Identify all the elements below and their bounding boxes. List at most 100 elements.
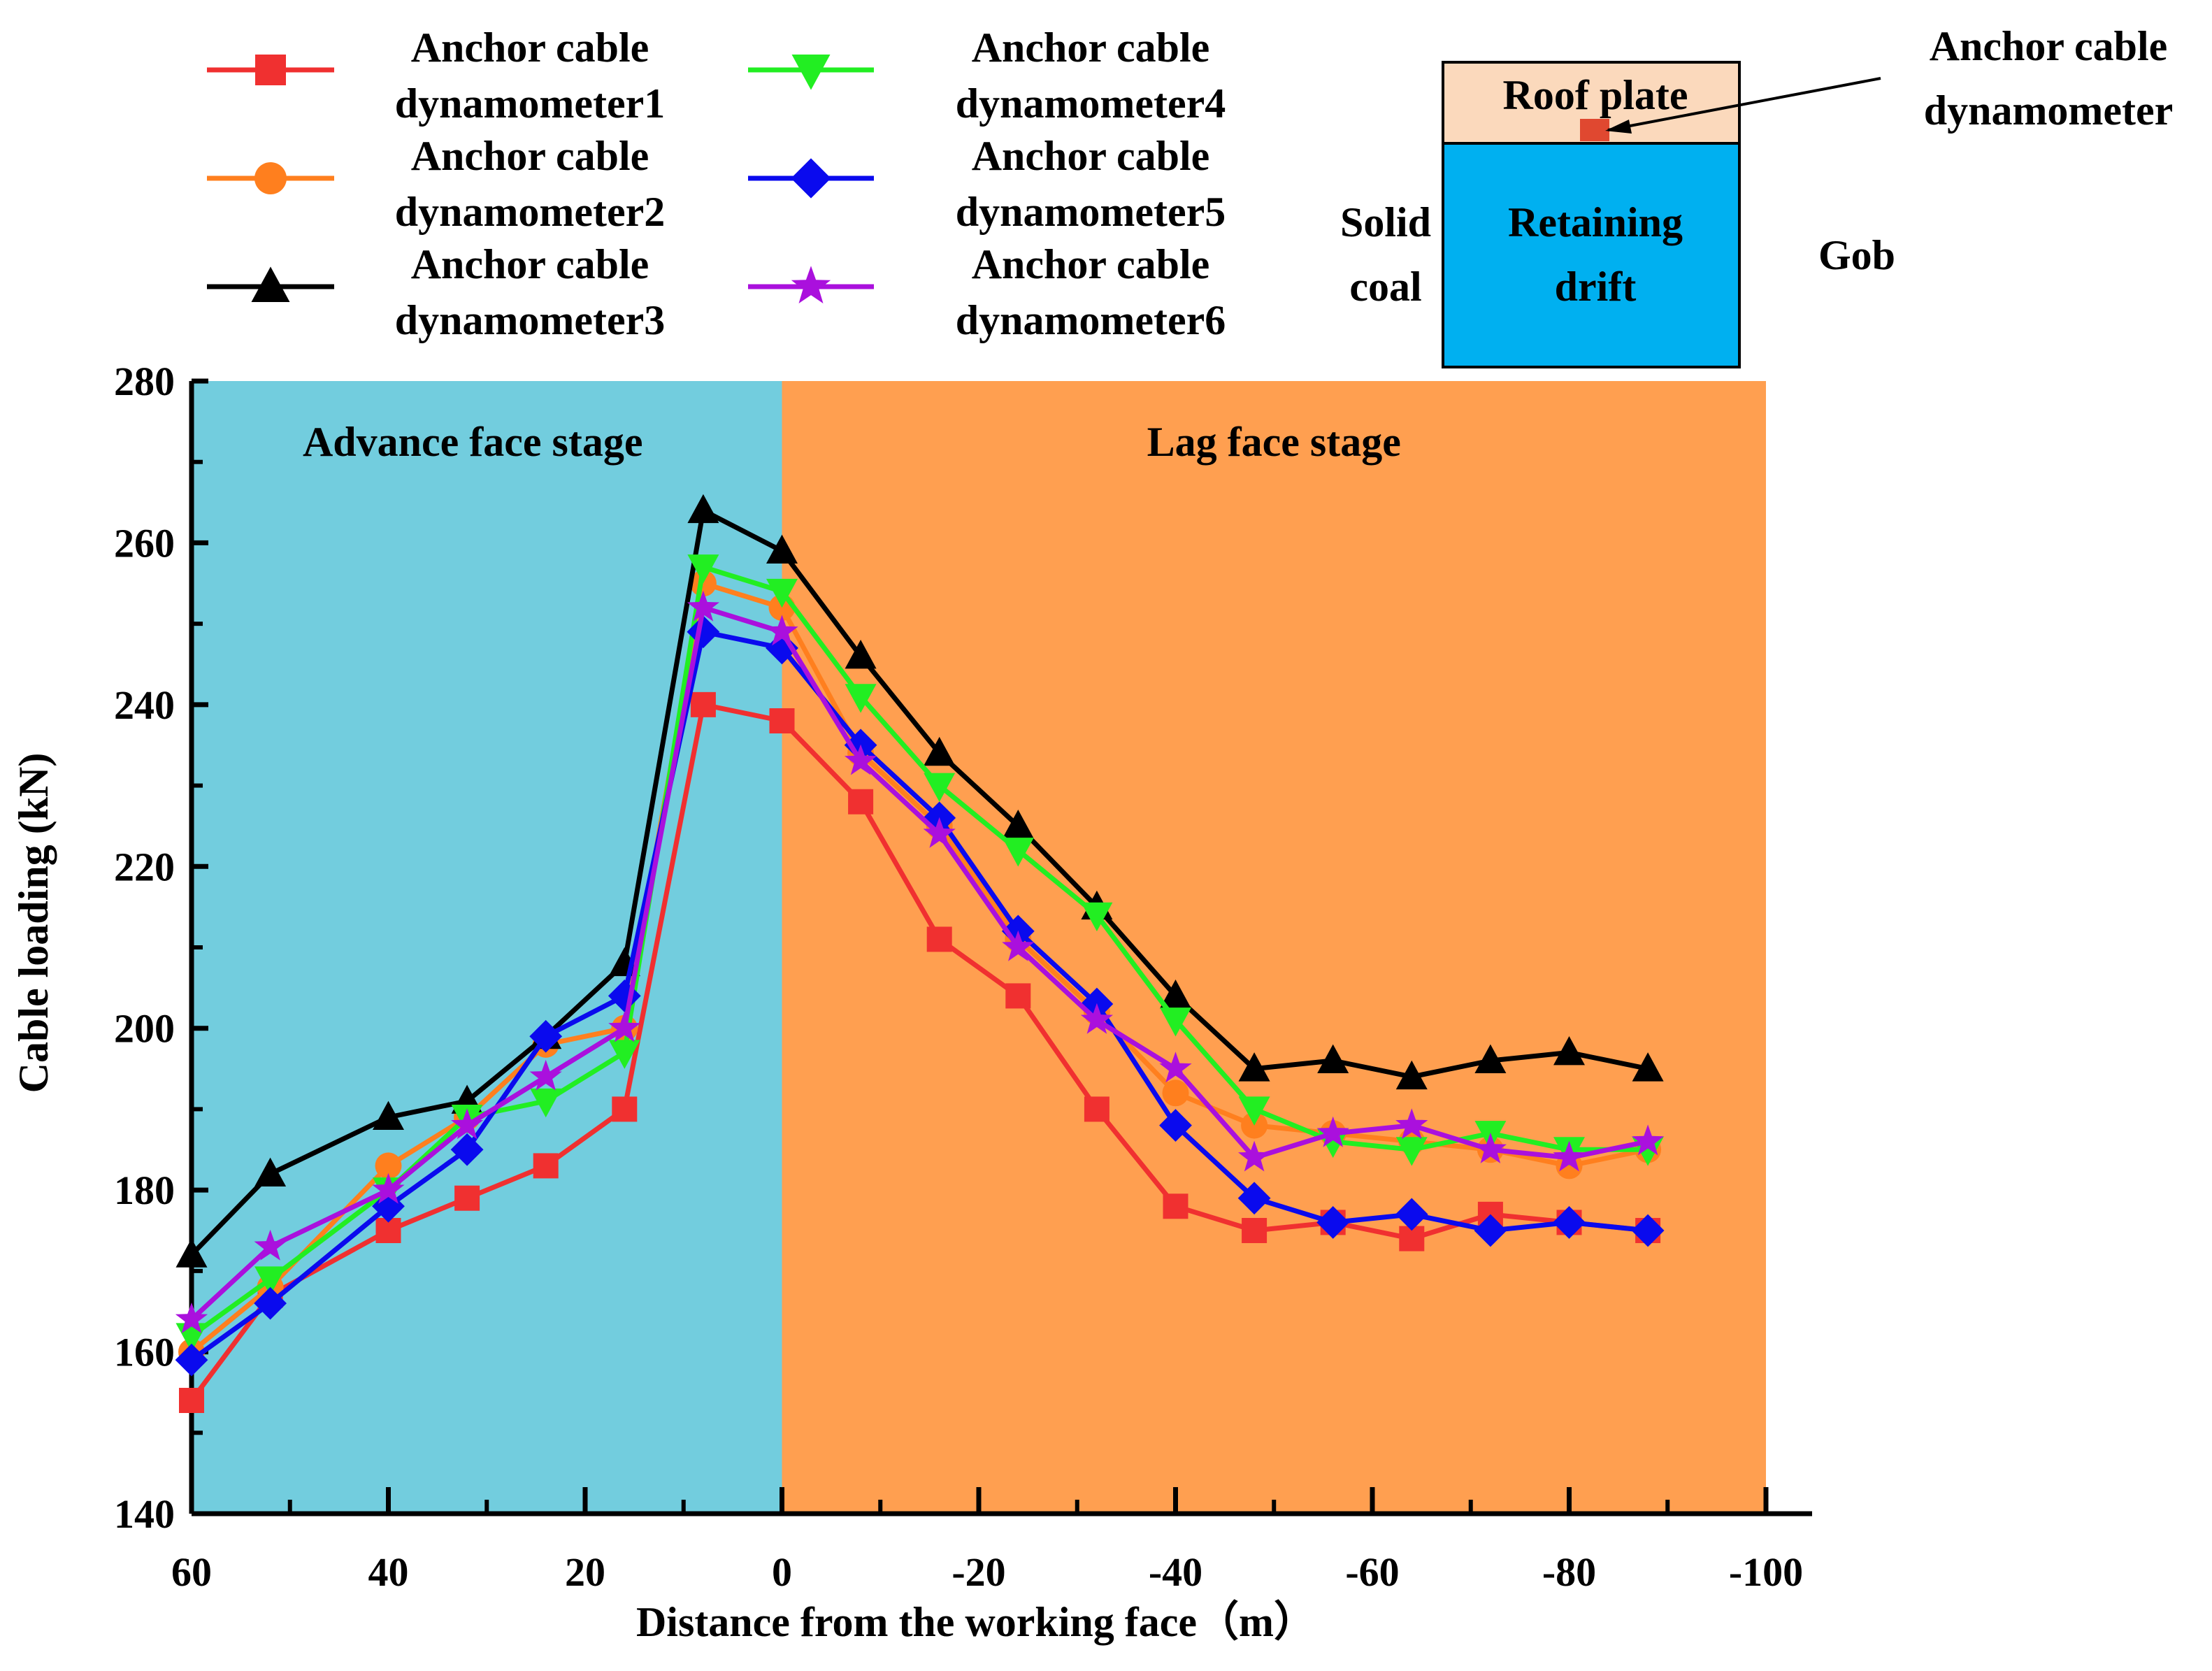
data-point [1002, 838, 1034, 867]
data-point [1553, 1036, 1585, 1066]
data-point [529, 1059, 562, 1091]
series-layer [175, 494, 1665, 1413]
data-point [1553, 1140, 1586, 1172]
data-point [175, 1343, 208, 1377]
data-point [450, 1133, 484, 1166]
legend-label-line1: Anchor cable [972, 24, 1210, 71]
data-point [766, 615, 798, 646]
legend-item: Anchor cable dynamometer4 [748, 24, 1226, 127]
legend-label-line1: Anchor cable [411, 241, 649, 287]
legend-item: Anchor cable dynamometer2 [207, 133, 665, 235]
x-tick-label: 0 [772, 1549, 792, 1595]
y-tick-label: 280 [114, 359, 175, 404]
data-point [845, 640, 877, 669]
legend-label-line2: dynamometer4 [956, 80, 1226, 127]
legend-swatch-marker [791, 55, 831, 90]
legend-label-line1: Anchor cable [411, 24, 649, 71]
data-point [1631, 1214, 1665, 1247]
y-axis-title: Cable loading (kN) [10, 753, 57, 1093]
data-point [1317, 1044, 1349, 1073]
data-point [1081, 902, 1113, 932]
data-point [451, 1108, 484, 1140]
advance-stage-label: Advance face stage [303, 419, 643, 465]
y-tick-label: 260 [114, 520, 175, 566]
y-tick-label: 180 [114, 1168, 175, 1213]
data-point [1159, 1052, 1192, 1083]
data-point [175, 1238, 208, 1268]
dynamometer-pointer-line [1607, 77, 1881, 131]
data-point [769, 708, 795, 733]
data-point [1160, 1007, 1191, 1037]
data-point [372, 1172, 405, 1204]
data-point [612, 1096, 638, 1122]
legend-label-line2: dynamometer1 [395, 80, 666, 127]
gob-label: Gob [1818, 232, 1895, 278]
data-point [254, 1286, 287, 1320]
data-point [766, 578, 798, 608]
legend-label-line2: dynamometer6 [956, 297, 1226, 343]
data-point [454, 1185, 480, 1211]
legend-swatch-marker [255, 55, 286, 85]
series-dynamometer6 [175, 590, 1665, 1333]
data-point [845, 744, 877, 775]
data-point [1163, 1193, 1188, 1219]
data-point [848, 789, 874, 815]
data-point [1395, 1137, 1428, 1166]
data-point [1632, 1124, 1665, 1156]
data-point [1162, 1080, 1189, 1107]
y-tick-label: 200 [114, 1006, 175, 1052]
data-point [1395, 1060, 1428, 1090]
axis-ticks: 60 40 20 0 -20 -40 -60 -80 -10014016018020022024… [114, 359, 1803, 1595]
data-point [1002, 930, 1035, 961]
data-point [254, 1229, 287, 1261]
data-point [924, 736, 956, 766]
data-point [1238, 1140, 1271, 1172]
solid-coal-label-line2: coal [1349, 264, 1421, 310]
data-point [690, 691, 716, 717]
y-tick-label: 160 [114, 1330, 175, 1375]
legend-label-line1: Anchor cable [411, 133, 649, 179]
x-tick-label: 20 [565, 1549, 605, 1595]
x-tick-label: 60 [171, 1549, 212, 1595]
data-point [175, 1303, 208, 1333]
legend: Anchor cable dynamometer1 Anchor cable dyna… [207, 24, 1226, 343]
retaining-label-line1: Retaining [1508, 199, 1683, 245]
data-point [1632, 1052, 1664, 1082]
data-point [923, 817, 956, 848]
series-dynamometer3 [175, 494, 1664, 1268]
x-tick-label: -60 [1345, 1549, 1399, 1595]
x-tick-label: -40 [1149, 1549, 1202, 1595]
legend-label-line2: dynamometer3 [395, 297, 666, 343]
dynamometer-pointer-arrowhead [1605, 120, 1632, 134]
y-tick-label: 220 [114, 844, 175, 889]
data-point [1474, 1133, 1507, 1163]
data-point [372, 1189, 405, 1223]
data-point [1238, 1096, 1270, 1126]
legend-label-line2: dynamometer2 [395, 189, 666, 235]
data-point [845, 684, 877, 713]
legend-item: Anchor cable dynamometer1 [207, 24, 665, 127]
legend-label-line1: Anchor cable [972, 133, 1210, 179]
data-point [1002, 810, 1034, 839]
x-tick-label: -80 [1542, 1549, 1596, 1595]
legend-item: Anchor cable dynamometer3 [207, 241, 665, 343]
retaining-drift-block [1442, 142, 1741, 368]
legend-item: Anchor cable dynamometer6 [748, 241, 1226, 343]
advance-stage-background [192, 381, 782, 1514]
legend-swatch-marker [791, 266, 831, 303]
data-point [924, 773, 956, 802]
data-point [1237, 1182, 1271, 1215]
data-point [254, 1157, 287, 1186]
x-axis-title: Distance from the working face（m） [636, 1598, 1316, 1645]
data-point [1084, 1096, 1109, 1122]
data-point [687, 554, 719, 584]
legend-swatch-marker [254, 162, 287, 194]
data-point [373, 1100, 404, 1130]
data-point [608, 980, 641, 1012]
data-point [1238, 1052, 1270, 1082]
data-point [1474, 1044, 1507, 1073]
lag-stage-label: Lag face stage [1147, 419, 1401, 465]
legend-swatch-marker [791, 158, 831, 199]
data-point [687, 590, 719, 622]
